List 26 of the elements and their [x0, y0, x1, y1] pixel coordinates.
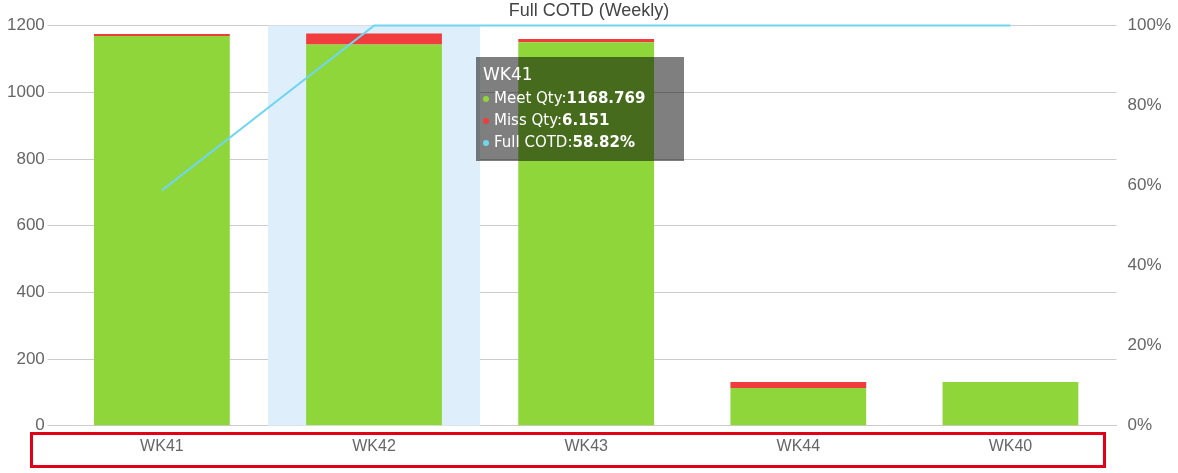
bar	[942, 382, 1079, 426]
y-tick-label: 200	[16, 348, 45, 368]
x-tick-label: WK41	[140, 436, 184, 454]
x-tick-label: WK43	[564, 436, 609, 454]
y2-tick-label: 100%	[1127, 15, 1171, 35]
x-tick-label: WK42	[352, 436, 396, 454]
y-tick-label: 800	[16, 148, 45, 168]
y-tick-label: 1200	[6, 15, 45, 35]
chart-title: Full COTD (Weekly)	[508, 0, 670, 20]
y2-tick-label: 0%	[1127, 415, 1153, 435]
y-tick-label: 600	[16, 215, 45, 235]
x-tick-label: WK40	[988, 436, 1033, 454]
bar	[94, 33, 230, 37]
y2-tick-label: 20%	[1127, 335, 1162, 355]
bar	[730, 388, 867, 426]
y2-tick-label: 60%	[1127, 175, 1162, 195]
y-tick-label: 400	[16, 282, 45, 302]
bar	[730, 382, 867, 389]
bar	[518, 38, 655, 43]
x-tick-label: WK44	[776, 436, 821, 454]
bar	[94, 36, 230, 426]
bar	[306, 33, 442, 45]
y-tick-label: 1000	[6, 81, 45, 101]
y2-tick-label: 40%	[1127, 255, 1162, 275]
y2-tick-label: 80%	[1127, 95, 1162, 115]
y-tick-label: 0	[35, 415, 45, 435]
